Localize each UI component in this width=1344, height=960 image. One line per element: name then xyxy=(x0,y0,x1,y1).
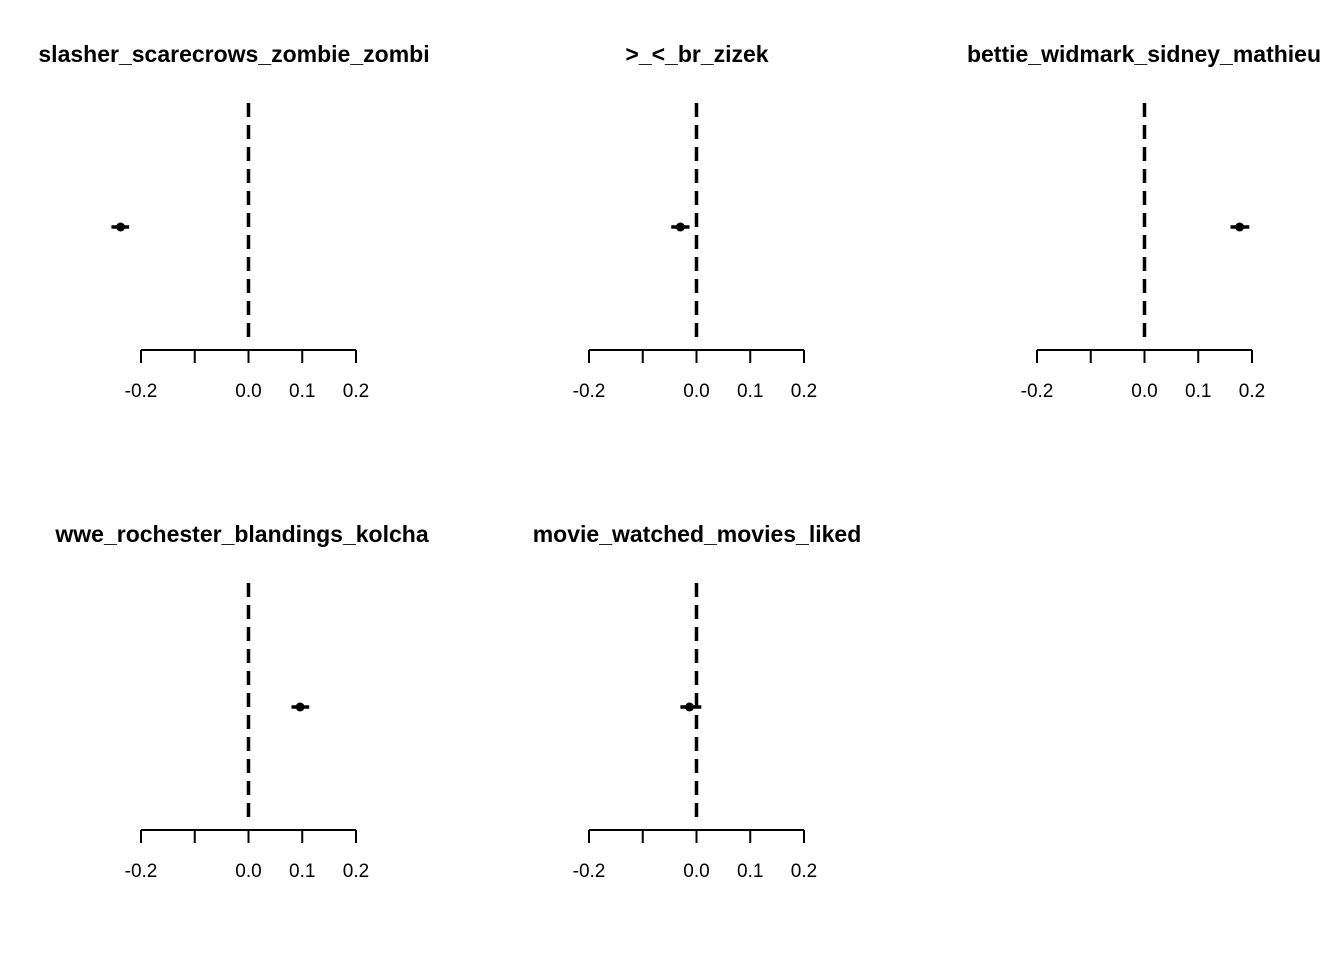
panel-1: slasher_scarecrows_zombie_zombi -0.2 0.0 0.… xyxy=(38,41,429,402)
x-tick-label: 0.1 xyxy=(737,381,763,402)
x-tick-label: 0.2 xyxy=(343,381,369,402)
x-tick-label: 0.2 xyxy=(791,861,817,882)
x-tick-label: 0.2 xyxy=(343,861,369,882)
x-tick-label: 0.0 xyxy=(235,861,261,882)
panel-4: wwe_rochester_blandings_kolcha -0.2 0.0 0.1… xyxy=(54,521,428,882)
x-tick-label: 0.0 xyxy=(683,381,709,402)
x-tick-label: -0.2 xyxy=(125,381,158,402)
x-tick-label: -0.2 xyxy=(1021,381,1054,402)
x-tick-label: 0.0 xyxy=(683,861,709,882)
x-tick-label: 0.1 xyxy=(289,861,315,882)
panel-5: movie_watched_movies_liked -0.2 0.0 0.1 0.2 xyxy=(533,521,862,882)
x-tick-label: 0.1 xyxy=(289,381,315,402)
panel-title: movie_watched_movies_liked xyxy=(533,521,862,547)
point-estimate xyxy=(685,702,695,712)
point-estimate xyxy=(116,222,126,232)
panel-title: >_<_br_zizek xyxy=(625,41,768,67)
x-tick-label: -0.2 xyxy=(573,381,606,402)
x-tick-label: 0.1 xyxy=(1185,381,1211,402)
point-estimate xyxy=(295,702,305,712)
point-estimate xyxy=(675,222,685,232)
x-tick-label: 0.1 xyxy=(737,861,763,882)
x-tick-label: -0.2 xyxy=(573,861,606,882)
x-tick-label: 0.0 xyxy=(1131,381,1157,402)
point-estimate xyxy=(1235,222,1245,232)
x-tick-label: 0.0 xyxy=(235,381,261,402)
x-tick-label: -0.2 xyxy=(125,861,158,882)
panel-title: wwe_rochester_blandings_kolcha xyxy=(54,521,428,547)
panel-3: bettie_widmark_sidney_mathieu -0.2 0.0 0.1 0… xyxy=(967,41,1321,402)
panel-title: slasher_scarecrows_zombie_zombi xyxy=(38,41,429,67)
x-tick-label: 0.2 xyxy=(1239,381,1265,402)
panel-title: bettie_widmark_sidney_mathieu xyxy=(967,41,1321,67)
x-tick-label: 0.2 xyxy=(791,381,817,402)
panel-2: >_<_br_zizek -0.2 0.0 0.1 0.2 xyxy=(573,41,818,402)
